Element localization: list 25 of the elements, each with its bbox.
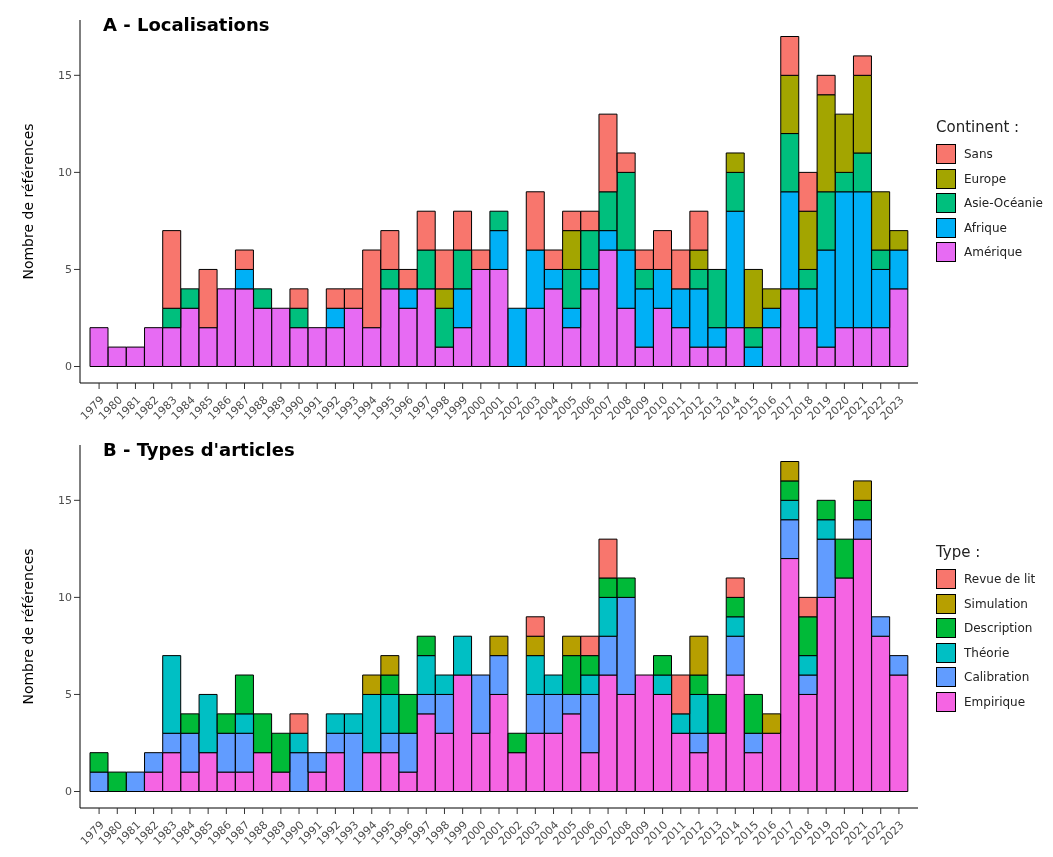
- y-tick-label: 10: [58, 166, 72, 180]
- legend-label: Afrique: [964, 220, 1007, 235]
- legend-label: Simulation: [964, 596, 1028, 611]
- legend-label: Revue de lit: [964, 572, 1036, 587]
- y-tick-label: 0: [65, 360, 72, 374]
- legend-title: Continent :: [936, 118, 1021, 136]
- legend-label: Empirique: [964, 694, 1026, 709]
- legend-label: Description: [964, 621, 1033, 636]
- legend-label: Europe: [964, 171, 1007, 186]
- legend-label: Asie-Océanie: [964, 196, 1043, 211]
- legend-title: Type :: [936, 543, 982, 561]
- legend-label: Amérique: [964, 245, 1023, 260]
- legend-label: Théorie: [964, 645, 1010, 660]
- y-tick-label: 0: [65, 785, 72, 799]
- chart-title: A - Localisations: [103, 14, 270, 35]
- y-tick-label: 10: [58, 591, 72, 605]
- y-axis-title: Nombre de références: [19, 548, 36, 705]
- y-axis-title: Nombre de références: [19, 123, 36, 280]
- legend-label: Calibration: [964, 670, 1030, 685]
- chart-title: B - Types d'articles: [103, 439, 295, 460]
- y-tick-label: 5: [65, 263, 72, 277]
- y-tick-label: 5: [65, 688, 72, 702]
- legend-label: Sans: [964, 147, 993, 162]
- y-tick-label: 15: [58, 69, 72, 83]
- y-tick-label: 15: [58, 494, 72, 508]
